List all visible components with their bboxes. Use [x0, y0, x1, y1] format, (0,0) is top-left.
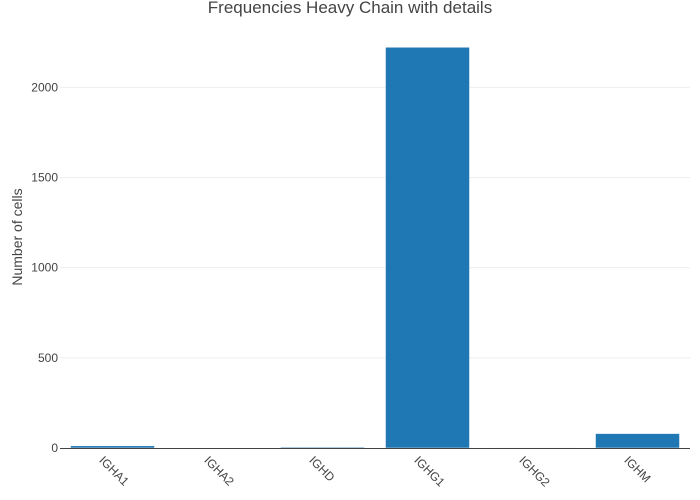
chart-title: Frequencies Heavy Chain with details	[208, 0, 492, 17]
bar-igha1[interactable]	[70, 445, 155, 449]
y-axis-title: Number of cells	[9, 188, 25, 285]
x-tick-label: IGHA2	[201, 453, 237, 489]
x-tick-label: IGHA1	[96, 453, 132, 489]
y-axis-ticks: 0 500 1000 1500 2000	[31, 80, 58, 455]
bar-ighd[interactable]	[280, 446, 365, 449]
y-tick-label: 1500	[31, 170, 58, 184]
bars-layer	[70, 47, 680, 449]
x-tick-label: IGHM	[621, 453, 653, 485]
y-tick-label: 2000	[31, 80, 58, 94]
x-axis-ticks: IGHA1 IGHA2 IGHD IGHG1 IGHG2 IGHM	[96, 453, 653, 490]
grid-layer	[60, 86, 690, 359]
y-tick-label: 0	[51, 441, 58, 455]
x-tick-label: IGHG1	[411, 453, 448, 490]
x-tick-label: IGHD	[306, 453, 337, 484]
y-tick-label: 500	[38, 351, 58, 365]
bar-ighm[interactable]	[595, 433, 680, 449]
y-tick-label: 1000	[31, 261, 58, 275]
x-tick-label: IGHG2	[516, 453, 553, 490]
bar-ighg1[interactable]	[385, 47, 470, 449]
